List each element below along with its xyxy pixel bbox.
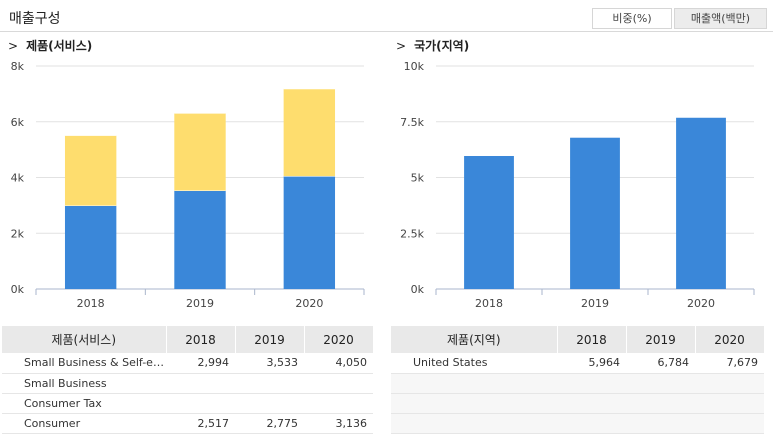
cell-value <box>166 373 235 394</box>
cell-value <box>235 373 304 394</box>
table-row: Consumer 2,517 2,775 3,136 <box>2 413 373 434</box>
region-sales-table: 제품(지역) 2018 2019 2020 United States 5,96… <box>391 326 765 434</box>
region-section-title[interactable]: > 국가(지역) <box>396 37 469 54</box>
chevron-right-icon: > <box>8 39 19 53</box>
table-row: United States 5,964 6,784 7,679 <box>391 353 764 374</box>
y-tick-label: 7.5k <box>400 116 424 129</box>
cell-value: 3,136 <box>304 413 373 434</box>
cell-value <box>695 373 764 394</box>
y-tick-label: 2.5k <box>400 227 424 240</box>
cell-value <box>695 413 764 434</box>
cell-value <box>557 413 626 434</box>
row-label <box>391 373 557 394</box>
cell-value: 3,533 <box>235 353 304 374</box>
table-row <box>391 413 764 434</box>
row-label: Consumer Tax <box>2 393 166 414</box>
column-header: 2018 <box>166 326 236 353</box>
y-tick-label: 0k <box>411 283 425 296</box>
table-header-row: 제품(서비스) 2018 2019 2020 <box>2 326 374 353</box>
bar <box>676 117 726 289</box>
bar <box>283 176 336 289</box>
sales-amount-toggle-button[interactable]: 매출액(백만) <box>674 8 767 29</box>
y-tick-label: 8k <box>11 60 25 73</box>
x-tick-label: 2018 <box>475 297 503 310</box>
bar <box>64 135 117 206</box>
column-header: 제품(지역) <box>391 326 558 353</box>
cell-value <box>557 393 626 414</box>
cell-value: 5,964 <box>557 353 626 374</box>
cell-value: 2,775 <box>235 413 304 434</box>
bar <box>64 205 117 289</box>
bar <box>283 88 336 177</box>
cell-value: 6,784 <box>626 353 695 374</box>
row-label: Small Business & Self-e… <box>2 353 166 374</box>
cell-value <box>304 373 373 394</box>
bar <box>174 190 226 289</box>
row-label <box>391 393 557 414</box>
row-label <box>391 413 557 434</box>
product-section-title[interactable]: > 제품(서비스) <box>8 37 92 54</box>
table-row <box>391 393 764 414</box>
cell-value <box>304 393 373 414</box>
region-sales-chart: 0k 2.5k 5k 7.5k 10k 2018 2019 2020 <box>400 60 755 310</box>
x-tick-label: 2019 <box>581 297 609 310</box>
table-header-row: 제품(지역) 2018 2019 2020 <box>391 326 765 353</box>
cell-value <box>695 393 764 414</box>
cell-value: 2,517 <box>166 413 235 434</box>
table-row: Consumer Tax <box>2 393 373 414</box>
table-row: Small Business & Self-e… 2,994 3,533 4,0… <box>2 353 373 374</box>
header-bar: 매출구성 비중(%) 매출액(백만) <box>0 0 773 32</box>
y-tick-label: 4k <box>11 172 25 185</box>
table-row: Small Business <box>2 373 373 394</box>
column-header: 2019 <box>626 326 696 353</box>
chevron-right-icon: > <box>396 39 407 53</box>
cell-value <box>626 373 695 394</box>
cell-value: 4,050 <box>304 353 373 374</box>
column-header: 2019 <box>235 326 305 353</box>
x-tick-label: 2020 <box>295 297 323 310</box>
column-header: 2018 <box>557 326 627 353</box>
y-tick-label: 6k <box>11 116 25 129</box>
column-header: 2020 <box>304 326 374 353</box>
y-tick-label: 2k <box>11 227 25 240</box>
cell-value <box>626 413 695 434</box>
bar <box>464 156 514 289</box>
region-section-label: 국가(지역) <box>414 39 470 53</box>
percentage-toggle-button[interactable]: 비중(%) <box>592 8 672 29</box>
bar <box>174 113 226 191</box>
row-label: Consumer <box>2 413 166 434</box>
cell-value <box>557 373 626 394</box>
page-title: 매출구성 <box>9 11 61 27</box>
bar <box>570 137 620 289</box>
column-header: 제품(서비스) <box>2 326 167 353</box>
row-label: United States <box>391 353 557 374</box>
x-tick-label: 2020 <box>687 297 715 310</box>
y-tick-label: 0k <box>11 283 25 296</box>
product-section-label: 제품(서비스) <box>26 39 93 53</box>
x-tick-label: 2019 <box>186 297 214 310</box>
cell-value: 7,679 <box>695 353 764 374</box>
cell-value <box>166 393 235 414</box>
y-tick-label: 5k <box>411 172 425 185</box>
column-header: 2020 <box>695 326 765 353</box>
cell-value: 2,994 <box>166 353 235 374</box>
y-tick-label: 10k <box>404 60 425 73</box>
cell-value <box>235 393 304 414</box>
product-sales-table: 제품(서비스) 2018 2019 2020 Small Business & … <box>2 326 374 434</box>
cell-value <box>626 393 695 414</box>
product-sales-chart: 0k 2k 4k 6k 8k 2018 2019 2020 <box>11 60 365 310</box>
row-label: Small Business <box>2 373 166 394</box>
table-row <box>391 373 764 394</box>
x-tick-label: 2018 <box>77 297 105 310</box>
